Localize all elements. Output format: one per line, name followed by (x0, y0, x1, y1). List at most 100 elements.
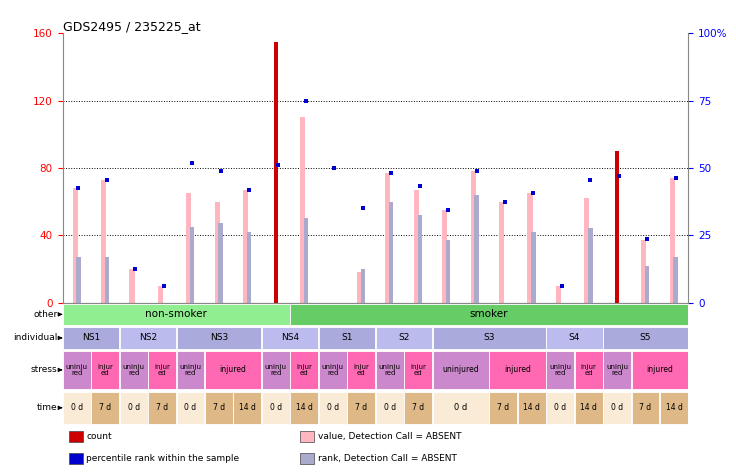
Bar (177, 351, 205, 389)
Bar (489, 351, 545, 389)
Text: 7 d: 7 d (213, 403, 225, 412)
Bar (375, 392, 403, 424)
Text: other: other (33, 310, 57, 319)
Bar (489, 392, 517, 424)
Bar (670, 178, 675, 302)
Bar (673, 257, 678, 302)
Bar (190, 227, 194, 302)
Bar (603, 392, 631, 424)
Bar (470, 171, 475, 302)
Text: uninju
red: uninju red (606, 364, 628, 376)
Text: 0 d: 0 d (327, 403, 339, 412)
Text: non-smoker: non-smoker (146, 310, 208, 319)
Bar (148, 351, 176, 389)
Bar (528, 193, 533, 302)
Text: 14 d: 14 d (296, 403, 313, 412)
Text: NS2: NS2 (139, 333, 157, 342)
Bar (386, 173, 390, 302)
Bar (77, 257, 81, 302)
Text: uninju
red: uninju red (265, 364, 287, 376)
Bar (73, 188, 77, 302)
Bar (433, 327, 545, 349)
Bar (304, 219, 308, 302)
Bar (262, 392, 290, 424)
Bar (584, 198, 590, 302)
Bar (518, 392, 545, 424)
Bar (660, 392, 688, 424)
Bar (130, 269, 135, 302)
Bar (417, 215, 422, 302)
Bar (631, 392, 659, 424)
Bar (219, 223, 223, 302)
Bar (63, 327, 119, 349)
Bar (243, 190, 248, 302)
Bar (300, 453, 314, 464)
Text: 0 d: 0 d (611, 403, 623, 412)
Text: 0 d: 0 d (185, 403, 197, 412)
Bar (433, 351, 489, 389)
Bar (274, 42, 277, 302)
Text: individual: individual (13, 333, 57, 342)
Text: 14 d: 14 d (580, 403, 597, 412)
Bar (63, 392, 91, 424)
Text: 0 d: 0 d (383, 403, 396, 412)
Bar (177, 327, 261, 349)
Text: stress: stress (31, 365, 57, 374)
Text: uninju
red: uninju red (322, 364, 344, 376)
Bar (120, 392, 148, 424)
Bar (233, 392, 261, 424)
Text: 7 d: 7 d (640, 403, 651, 412)
Text: 0 d: 0 d (554, 403, 566, 412)
Bar (247, 232, 251, 302)
Bar (177, 392, 205, 424)
Bar (575, 351, 603, 389)
Bar (446, 240, 450, 302)
Text: percentile rank within the sample: percentile rank within the sample (86, 454, 239, 463)
Bar (603, 327, 688, 349)
Bar (375, 351, 403, 389)
Text: S2: S2 (398, 333, 409, 342)
Bar (69, 431, 82, 442)
Bar (63, 351, 91, 389)
Bar (205, 392, 233, 424)
Text: 0 d: 0 d (454, 403, 467, 412)
Bar (262, 327, 318, 349)
Bar (290, 392, 318, 424)
Bar (499, 201, 504, 302)
Bar (546, 351, 574, 389)
Bar (63, 303, 290, 325)
Text: uninju
red: uninju red (549, 364, 571, 376)
Bar (120, 327, 176, 349)
Text: uninju
red: uninju red (378, 364, 400, 376)
Text: smoker: smoker (470, 310, 509, 319)
Text: value, Detection Call = ABSENT: value, Detection Call = ABSENT (318, 432, 461, 441)
Bar (290, 351, 318, 389)
Bar (186, 193, 191, 302)
Text: injur
ed: injur ed (353, 364, 369, 376)
Bar (375, 327, 432, 349)
Bar (205, 351, 261, 389)
Text: injur
ed: injur ed (297, 364, 312, 376)
Bar (404, 392, 432, 424)
Text: injur
ed: injur ed (410, 364, 426, 376)
Text: S3: S3 (484, 333, 495, 342)
Bar (546, 392, 574, 424)
Bar (91, 392, 119, 424)
Bar (414, 190, 419, 302)
Text: uninju
red: uninju red (66, 364, 88, 376)
Bar (645, 265, 649, 302)
Text: 7 d: 7 d (498, 403, 509, 412)
Text: S5: S5 (640, 333, 651, 342)
Bar (442, 210, 447, 302)
Text: uninjured: uninjured (442, 365, 479, 374)
Text: injur
ed: injur ed (97, 364, 113, 376)
Bar (300, 118, 305, 302)
Bar (319, 327, 375, 349)
Text: count: count (86, 432, 112, 441)
Bar (290, 303, 688, 325)
Text: 0 d: 0 d (127, 403, 140, 412)
Text: uninju
red: uninju red (180, 364, 202, 376)
Bar (158, 286, 163, 302)
Bar (641, 240, 646, 302)
Bar (389, 201, 394, 302)
